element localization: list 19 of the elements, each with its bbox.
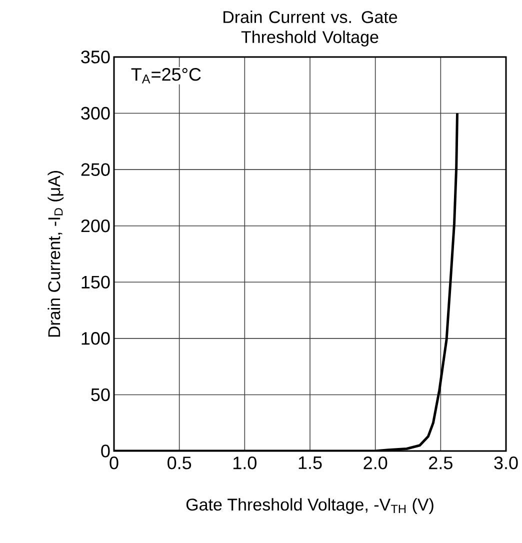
annotation: T$_{A}$=25°C xyxy=(131,68,201,84)
y-tick-label: 0 xyxy=(101,444,110,458)
x-axis-title: Gate Threshold Voltage, -V$_{TH}$ (V) xyxy=(186,498,434,514)
x-tick-label: 0.5 xyxy=(168,456,192,470)
y-axis-title: Drain Current, -I$_{D}$ (μA) xyxy=(48,170,64,337)
y-tick-label: 300 xyxy=(81,106,110,120)
y-tick-label: 50 xyxy=(91,388,110,402)
y-tick-label: 100 xyxy=(82,332,110,345)
x-tick-label: 1.0 xyxy=(234,456,256,470)
x-tick-label: 1.5 xyxy=(298,456,322,470)
x-tick-label: 2.5 xyxy=(429,456,452,470)
chart-title: Drain Current vs. Gate Threshold Voltage xyxy=(224,10,398,46)
y-tick-label: 150 xyxy=(82,276,110,289)
y-tick-label: 350 xyxy=(81,50,110,64)
x-tick-label: 3.0 xyxy=(494,456,518,470)
y-tick-label: 250 xyxy=(81,163,110,176)
x-tick-label: 0 xyxy=(110,456,118,470)
y-tick-label: 200 xyxy=(81,219,110,232)
x-tick-label: 2.0 xyxy=(364,456,388,470)
